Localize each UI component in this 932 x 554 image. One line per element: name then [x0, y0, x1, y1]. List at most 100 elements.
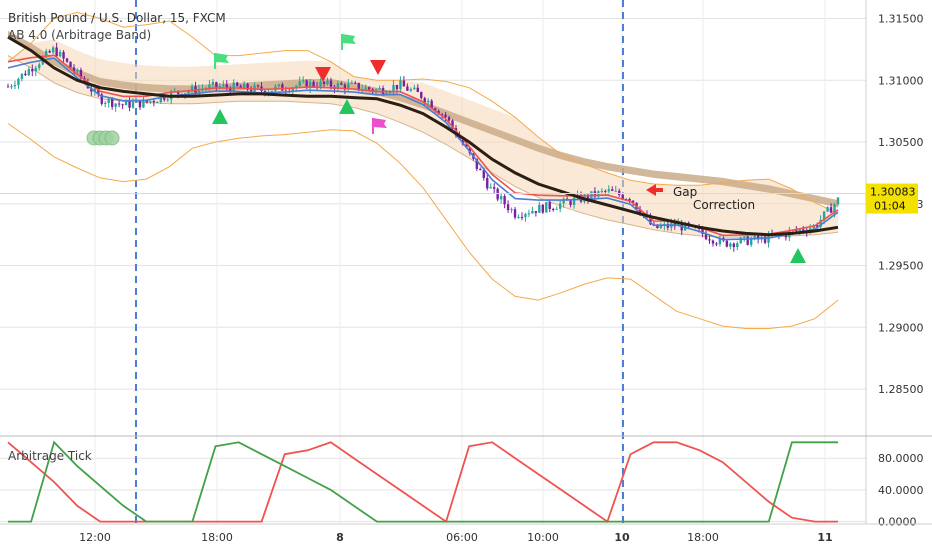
candle-body [611, 189, 614, 191]
candle-body [628, 199, 631, 201]
candle-body [281, 84, 284, 91]
candle-body [531, 211, 534, 214]
candle-body [385, 93, 388, 95]
candle-body [572, 197, 576, 205]
candle-body [187, 91, 190, 94]
candle-body [6, 86, 10, 88]
candle-body [128, 100, 131, 108]
candle-body [350, 82, 354, 84]
sub-tick-label: 0.0000 [878, 516, 917, 529]
candle-body [301, 80, 305, 82]
candle-body [440, 114, 444, 116]
candle-body [496, 188, 499, 200]
candle-body [743, 236, 746, 238]
candle-body [156, 101, 159, 103]
price-tick-label: 1.31500 [878, 13, 924, 26]
candle-body [225, 84, 228, 88]
candle-body [833, 204, 836, 213]
candle-body [517, 217, 520, 219]
candle-body [343, 84, 347, 90]
candle-body [24, 73, 27, 76]
candle-body [159, 95, 163, 102]
candle-body [149, 101, 152, 103]
buy-signal-icon [339, 99, 355, 114]
candle-body [829, 207, 833, 213]
flag-icon [373, 118, 387, 128]
candle-body [486, 177, 489, 189]
candle-body [65, 58, 69, 62]
symbol-title[interactable]: British Pound / U.S. Dollar, 15, FXCM [8, 11, 226, 25]
candle-body [468, 147, 472, 154]
candle-body [510, 209, 513, 211]
band-upper-shade [8, 30, 838, 208]
candle-body [208, 84, 211, 89]
candle-body [354, 82, 357, 84]
blue-ma-line [7, 57, 839, 241]
candle-body [614, 190, 617, 192]
candle-body [819, 219, 822, 227]
price-tick-label: 1.29500 [878, 260, 924, 273]
candle-body [427, 100, 430, 103]
time-tick-label: 18:00 [687, 531, 719, 544]
candle-body [20, 73, 24, 79]
candle-body [90, 88, 93, 92]
candle-body [138, 100, 142, 108]
candle-body [555, 208, 558, 210]
candle-body [586, 194, 590, 200]
candle-body [392, 84, 395, 92]
candle-body [711, 240, 715, 244]
candle-body [93, 88, 97, 92]
candle-body [100, 94, 103, 104]
candle-body [211, 82, 215, 85]
candle-body [10, 86, 13, 88]
candle-body [270, 90, 274, 92]
candle-body [117, 103, 121, 105]
candle-body [27, 69, 31, 76]
candle-body [79, 69, 83, 79]
buy-signal-icon [790, 248, 806, 263]
outer-band-upper [7, 11, 839, 215]
candle-body [55, 47, 58, 57]
candle-body [756, 235, 760, 240]
time-tick-label: 11 [817, 531, 832, 544]
candle-body [545, 202, 548, 213]
candle-body [607, 189, 610, 192]
candle-body [433, 108, 437, 111]
time-tick-label: 10:00 [527, 531, 559, 544]
current-price-badge: 1.30083 01:04 [866, 183, 918, 214]
gap-annotation: Gap [673, 185, 697, 199]
candle-body [51, 47, 55, 53]
candle-body [166, 99, 169, 101]
candle-body [447, 117, 451, 121]
indicator-title[interactable]: AB 4.0 (Arbitrage Band) [8, 28, 151, 42]
candle-body [732, 243, 736, 248]
candle-body [110, 98, 114, 107]
sub-pane-title[interactable]: Arbitrage Tick [8, 449, 92, 463]
candle-body [62, 52, 65, 59]
candle-body [395, 84, 399, 90]
candle-body [638, 208, 642, 215]
price-tick-label: 1.31000 [878, 74, 924, 87]
candle-body [72, 67, 76, 72]
candle-body [562, 198, 565, 204]
candle-body [656, 224, 659, 229]
current-price-label: 1.30083 [870, 186, 916, 199]
candle-body [347, 83, 350, 90]
time-tick-label: 06:00 [446, 531, 478, 544]
candle-body [718, 238, 722, 245]
candle-body [305, 80, 308, 89]
candle-body [406, 86, 409, 91]
candle-body [420, 92, 423, 99]
time-tick-label: 8 [336, 531, 344, 544]
candle-body [503, 196, 506, 205]
sub-tick-label: 40.0000 [878, 484, 924, 497]
candle-body [604, 190, 607, 192]
time-tick-label: 12:00 [79, 531, 111, 544]
candle-body [746, 236, 749, 245]
arbitrage-band [7, 11, 839, 329]
candle-body [249, 89, 253, 92]
candle-body [312, 81, 315, 87]
candle-body [482, 170, 485, 178]
candle-body [489, 187, 492, 189]
candle-body [131, 102, 135, 108]
